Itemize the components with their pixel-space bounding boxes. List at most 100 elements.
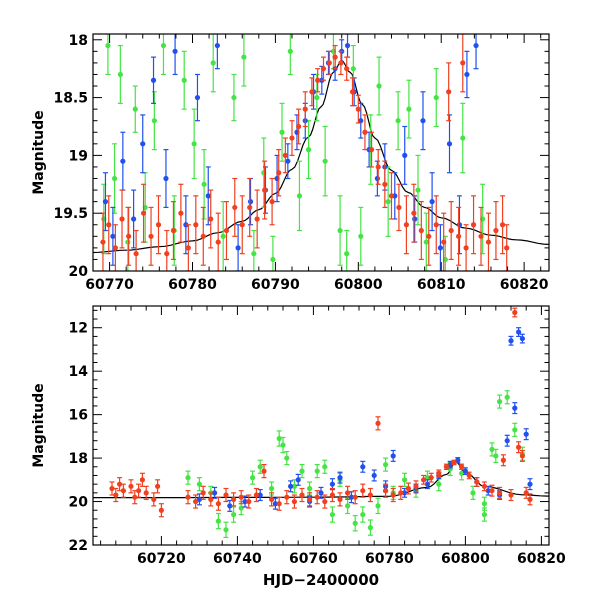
data-point — [375, 503, 381, 509]
data-point — [489, 446, 495, 452]
x-tick-label: 60740 — [213, 551, 262, 567]
plot-frame — [92, 33, 550, 272]
data-point — [527, 481, 533, 487]
data-point — [344, 42, 351, 49]
data-point — [350, 66, 356, 72]
data-point — [360, 464, 366, 470]
x-tick-label: 60810 — [417, 277, 466, 293]
data-point — [131, 216, 137, 222]
data-point — [276, 501, 282, 507]
data-point — [395, 118, 401, 124]
data-point — [396, 204, 402, 211]
data-point — [238, 505, 244, 511]
data-point — [374, 175, 380, 182]
data-point — [418, 227, 424, 234]
data-point — [420, 118, 426, 124]
data-point — [269, 485, 275, 492]
data-point — [446, 141, 453, 147]
data-point — [220, 233, 226, 239]
data-point — [276, 435, 282, 442]
data-point — [247, 204, 253, 211]
data-point — [375, 164, 381, 170]
model-curve — [93, 59, 549, 254]
data-point — [474, 479, 480, 485]
x-ticks: 60720 60740 60760 60780 60800 60820 — [100, 306, 566, 567]
data-point — [272, 501, 278, 507]
y-ticks: 18 18.5 19 19.5 20 — [53, 33, 549, 280]
data-point — [527, 496, 533, 502]
data-point — [466, 472, 472, 479]
data-point — [132, 494, 138, 500]
x-tick-label: 60790 — [251, 277, 300, 293]
data-point — [481, 511, 487, 518]
data-point — [117, 481, 123, 487]
data-point — [109, 485, 115, 492]
x-tick-label: 60770 — [85, 277, 134, 293]
data-point — [302, 106, 308, 112]
data-point — [360, 511, 366, 518]
data-point — [446, 89, 452, 95]
data-point — [247, 199, 254, 205]
data-point — [345, 490, 351, 496]
data-point — [375, 420, 381, 426]
data-point — [254, 216, 260, 222]
x-ticks: 60770 60780 60790 60800 60810 60820 — [85, 34, 549, 293]
data-point — [125, 239, 131, 245]
data-point — [160, 42, 167, 49]
data-point — [194, 94, 201, 101]
data-point — [423, 239, 429, 245]
x-tick-label: 60820 — [500, 277, 549, 293]
data-point — [485, 488, 491, 494]
data-point — [214, 42, 220, 49]
data-point — [421, 477, 427, 483]
data-point — [238, 494, 244, 500]
data-point — [284, 494, 290, 500]
data-point — [288, 483, 294, 489]
data-layer — [93, 307, 549, 538]
data-point — [481, 501, 487, 507]
data-point — [362, 129, 368, 135]
data-point — [126, 233, 132, 239]
data-point — [464, 71, 470, 78]
y-tick-label: 18 — [69, 33, 88, 49]
data-point — [253, 492, 259, 498]
data-point — [120, 488, 126, 494]
data-point — [460, 135, 466, 141]
data-point — [105, 42, 111, 49]
data-point — [411, 210, 417, 216]
data-point — [151, 496, 157, 502]
data-point — [508, 492, 514, 498]
data-point — [436, 470, 442, 476]
data-point — [128, 483, 134, 489]
data-point — [119, 216, 125, 222]
data-point — [332, 54, 338, 60]
data-point — [299, 468, 305, 474]
data-point — [382, 181, 388, 187]
data-point — [172, 48, 178, 54]
data-point — [512, 309, 518, 316]
data-point — [178, 210, 184, 216]
data-point — [270, 256, 276, 263]
data-point — [276, 170, 282, 176]
data-point — [193, 222, 199, 228]
data-point — [429, 199, 435, 205]
data-point — [257, 464, 263, 470]
data-point — [388, 193, 395, 199]
data-point — [320, 66, 327, 72]
data-point — [284, 455, 290, 461]
data-point — [296, 193, 303, 199]
data-point — [208, 216, 214, 222]
data-point — [289, 135, 295, 141]
x-tick-label: 60720 — [137, 551, 186, 567]
x-axis-label: HJD−2400000 — [263, 571, 379, 589]
data-point — [151, 118, 157, 124]
y-tick-label: 14 — [69, 364, 89, 380]
data-point — [326, 60, 332, 66]
data-point — [473, 42, 479, 49]
data-point — [261, 468, 267, 474]
data-point — [516, 444, 522, 450]
data-point — [424, 481, 430, 487]
data-point — [355, 106, 361, 112]
data-point — [329, 492, 335, 498]
